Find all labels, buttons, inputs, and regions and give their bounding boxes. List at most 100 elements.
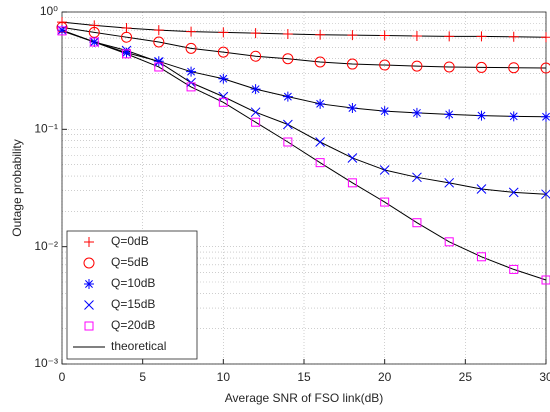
marker	[89, 37, 99, 47]
marker	[476, 184, 487, 194]
marker	[315, 137, 325, 147]
marker	[379, 30, 390, 41]
marker	[541, 189, 550, 200]
marker	[153, 25, 164, 36]
marker	[444, 109, 455, 120]
x-tick-label: 15	[297, 370, 311, 384]
y-tick-label: 10⁻¹	[34, 122, 58, 136]
marker	[444, 237, 454, 247]
marker	[282, 91, 293, 102]
marker	[122, 49, 132, 59]
x-tick-label: 25	[459, 370, 473, 384]
theory-line	[61, 29, 547, 195]
x-tick-label: 20	[378, 370, 392, 384]
marker	[84, 300, 94, 310]
marker	[315, 98, 326, 109]
marker	[444, 31, 455, 42]
marker	[186, 82, 196, 92]
marker	[347, 153, 358, 163]
marker	[476, 252, 486, 262]
legend-label: Q=10dB	[111, 276, 155, 290]
marker	[250, 28, 261, 39]
marker	[509, 264, 519, 274]
marker	[250, 50, 262, 62]
marker	[540, 62, 550, 74]
marker	[443, 61, 455, 73]
marker	[508, 31, 519, 42]
marker	[412, 172, 422, 183]
marker	[121, 47, 132, 58]
marker	[89, 37, 100, 47]
marker	[186, 26, 197, 37]
marker	[476, 31, 487, 42]
marker	[57, 26, 67, 36]
marker	[412, 218, 422, 228]
marker	[476, 110, 487, 121]
marker	[217, 46, 229, 58]
marker	[121, 23, 132, 34]
marker	[347, 102, 358, 113]
marker	[475, 61, 487, 73]
theory-line	[61, 30, 547, 281]
legend-label: Q=0dB	[111, 234, 149, 248]
marker	[83, 257, 95, 269]
marker	[314, 56, 326, 68]
marker	[411, 107, 422, 118]
marker	[84, 321, 94, 331]
marker	[153, 57, 164, 67]
marker	[218, 73, 229, 84]
marker	[541, 275, 550, 285]
y-tick-label: 10⁻²	[34, 239, 58, 253]
marker	[346, 58, 358, 70]
marker	[283, 119, 293, 130]
marker	[89, 20, 100, 31]
plot-frame	[61, 11, 547, 365]
marker	[121, 45, 132, 56]
marker	[218, 91, 229, 102]
marker	[541, 111, 550, 122]
marker	[379, 165, 390, 175]
marker	[218, 27, 229, 38]
x-tick-label: 0	[59, 370, 66, 384]
x-tick-label: 5	[139, 370, 146, 384]
marker	[121, 31, 133, 43]
marker	[154, 62, 164, 72]
marker	[379, 59, 391, 71]
x-tick-label: 30	[539, 370, 550, 384]
marker	[250, 107, 261, 118]
legend-label: Q=20dB	[111, 318, 155, 332]
marker	[347, 178, 357, 188]
x-tick-label: 10	[217, 370, 231, 384]
marker	[283, 137, 293, 147]
y-tick-label: 10⁰	[40, 4, 58, 18]
legend-label: Q=5dB	[111, 255, 149, 269]
theory-line	[61, 21, 547, 38]
marker	[186, 66, 197, 77]
marker	[444, 177, 455, 188]
marker	[347, 30, 358, 41]
theory-line	[61, 26, 547, 69]
marker	[282, 28, 293, 39]
marker	[185, 42, 197, 54]
marker	[508, 187, 519, 198]
marker	[153, 36, 165, 48]
x-axis-label: Average SNR of FSO link(dB)	[225, 391, 384, 405]
legend-label: Q=15dB	[111, 297, 155, 311]
marker	[508, 62, 520, 74]
y-tick-label: 10⁻³	[34, 356, 58, 370]
legend: Q=0dB Q=5dB Q=10dB Q=15dB Q=20dB theoretical	[66, 230, 198, 360]
marker	[84, 237, 94, 247]
theory-line	[61, 29, 547, 118]
marker	[411, 60, 423, 72]
y-axis-label: Outage probability	[10, 139, 24, 236]
legend-box	[66, 230, 198, 360]
marker	[282, 53, 294, 65]
marker	[541, 32, 550, 43]
marker	[315, 29, 326, 40]
marker	[315, 158, 325, 168]
marker	[250, 84, 261, 95]
marker	[218, 97, 228, 107]
marker	[251, 117, 261, 127]
marker	[379, 106, 390, 117]
